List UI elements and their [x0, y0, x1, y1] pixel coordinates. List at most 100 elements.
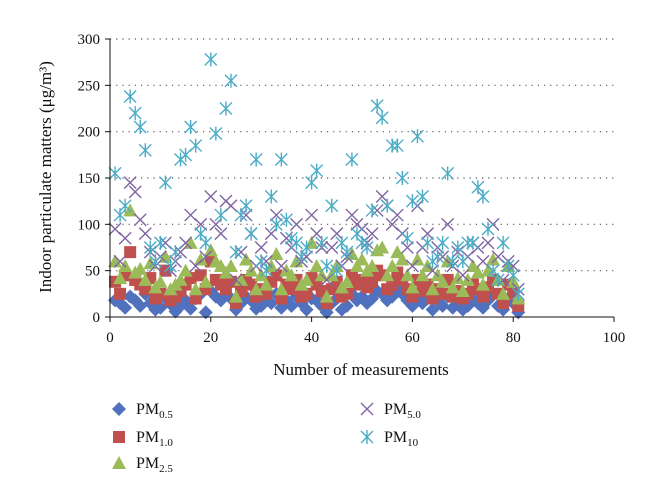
- axes: 0 50 100 150 200 250 300 0 20 40 60 80 100: [78, 32, 626, 346]
- data-point: [370, 98, 384, 113]
- data-point: [275, 292, 288, 305]
- data-point: [123, 176, 137, 190]
- data-point: [355, 252, 369, 266]
- data-point: [496, 235, 510, 250]
- y-tick-label: 300: [78, 32, 101, 48]
- data-point: [390, 138, 404, 153]
- data-point: [188, 282, 203, 296]
- data-point: [305, 208, 319, 222]
- y-tick-label: 0: [93, 310, 101, 326]
- data-point: [179, 147, 193, 162]
- data-point: [113, 271, 128, 285]
- data-point: [380, 268, 395, 282]
- data-point: [400, 231, 414, 246]
- data-point: [259, 277, 274, 291]
- data-point: [360, 240, 374, 255]
- data-point: [259, 254, 273, 268]
- data-point: [395, 252, 410, 266]
- data-point: [198, 274, 213, 288]
- legend-marker: [360, 402, 374, 416]
- legend-label: PM5.0: [384, 401, 421, 421]
- data-point: [264, 227, 278, 241]
- data-point: [244, 226, 258, 241]
- data-point: [405, 259, 419, 273]
- data-point: [189, 292, 202, 305]
- data-point: [441, 166, 455, 181]
- data-point: [119, 269, 132, 282]
- data-point: [476, 290, 489, 303]
- data-point: [274, 259, 288, 273]
- data-point: [445, 280, 460, 294]
- data-point: [365, 203, 379, 218]
- data-point: [325, 241, 339, 254]
- data-point: [431, 249, 445, 264]
- data-point: [284, 298, 299, 313]
- data-point: [269, 208, 283, 222]
- y-axis-title: Indoor particulate matters (μg/m³): [36, 61, 55, 293]
- data-point: [224, 73, 238, 88]
- data-point: [365, 259, 380, 273]
- y-tick-label: 200: [78, 125, 101, 141]
- data-point: [279, 212, 293, 227]
- data-point: [114, 287, 127, 300]
- data-point: [475, 277, 490, 291]
- data-point: [370, 203, 384, 217]
- data-point: [143, 256, 158, 270]
- y-tick-label: 100: [78, 217, 101, 233]
- data-point: [456, 254, 470, 269]
- data-point: [476, 189, 490, 204]
- data-point: [289, 217, 303, 231]
- data-point: [491, 272, 505, 287]
- data-point: [183, 301, 198, 316]
- data-point: [375, 190, 389, 204]
- y-tick-label: 250: [78, 78, 101, 94]
- data-point: [143, 240, 157, 255]
- data-point: [345, 269, 358, 282]
- data-point: [169, 245, 183, 260]
- data-point: [204, 190, 218, 204]
- data-point: [497, 297, 510, 310]
- x-axis-title: Number of measurements: [273, 360, 449, 379]
- data-point: [128, 185, 142, 199]
- data-point: [435, 298, 450, 313]
- data-point: [158, 175, 172, 190]
- data-point: [279, 231, 293, 245]
- data-point: [285, 283, 298, 296]
- data-point: [133, 213, 147, 227]
- series-pm10: [108, 52, 525, 301]
- data-point: [405, 194, 419, 209]
- data-point: [274, 152, 288, 167]
- x-tick-label: 0: [106, 330, 114, 346]
- data-point: [139, 283, 152, 296]
- data-point: [446, 254, 460, 269]
- data-point: [481, 263, 495, 277]
- data-point: [138, 272, 153, 286]
- data-point: [284, 268, 299, 282]
- data-point: [345, 208, 359, 222]
- data-point: [470, 265, 485, 279]
- x-tick-label: 80: [506, 330, 521, 346]
- data-point: [386, 278, 399, 291]
- data-point: [385, 259, 400, 273]
- data-point: [319, 289, 334, 303]
- legend: PM0.5 PM1.0 PM2.5 PM5.0 PM10: [112, 401, 421, 475]
- data-point: [184, 120, 198, 135]
- data-point: [178, 263, 193, 277]
- data-point: [108, 166, 122, 181]
- data-point: [138, 143, 152, 158]
- legend-label: PM10: [384, 429, 419, 449]
- data-point: [128, 106, 142, 121]
- data-point: [300, 240, 314, 255]
- data-point: [198, 305, 213, 320]
- data-point: [108, 254, 123, 268]
- data-point: [415, 268, 430, 282]
- data-point: [375, 110, 389, 125]
- data-point: [395, 171, 409, 185]
- data-point: [239, 198, 253, 213]
- data-point: [456, 268, 470, 282]
- data-point: [310, 227, 324, 241]
- data-point: [274, 282, 289, 296]
- data-point: [310, 163, 324, 178]
- data-point: [506, 259, 520, 273]
